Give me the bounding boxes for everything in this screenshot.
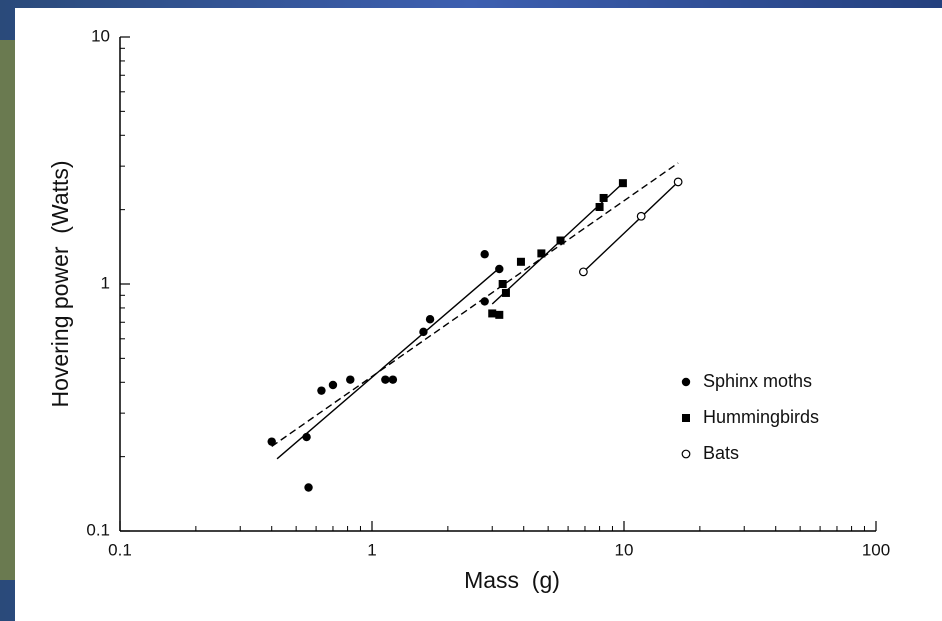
point xyxy=(495,264,504,274)
point xyxy=(302,432,311,442)
point xyxy=(595,202,604,211)
legend-marker xyxy=(682,414,690,422)
point xyxy=(501,288,510,297)
point xyxy=(381,375,390,384)
point xyxy=(673,177,683,187)
fit-line xyxy=(276,267,500,460)
x-tick-label: 10 xyxy=(615,540,634,559)
plot-panel xyxy=(15,8,942,621)
legend-label: Hummingbirds xyxy=(703,407,819,427)
point xyxy=(480,297,489,306)
point xyxy=(346,375,355,384)
legend-marker xyxy=(681,449,691,459)
point xyxy=(636,211,646,221)
y-tick-label: 10 xyxy=(91,26,110,45)
x-tick-label: 1 xyxy=(367,540,376,559)
point xyxy=(599,193,608,202)
point xyxy=(488,309,497,318)
fit-line xyxy=(271,162,679,447)
point xyxy=(388,375,398,384)
point xyxy=(304,483,313,492)
point xyxy=(419,327,428,337)
point xyxy=(537,249,546,258)
legend-label: Sphinx moths xyxy=(703,371,812,391)
side-image xyxy=(0,40,16,580)
point xyxy=(480,250,489,259)
point xyxy=(328,380,338,390)
point xyxy=(495,310,504,319)
point xyxy=(578,267,588,277)
point xyxy=(618,179,627,188)
point xyxy=(425,315,435,324)
point xyxy=(516,257,525,266)
y-tick-label: 0.1 xyxy=(86,520,110,539)
point xyxy=(556,236,565,245)
x-axis-title: Mass (g) xyxy=(464,567,560,593)
point xyxy=(317,386,326,395)
legend-marker xyxy=(681,377,691,387)
fit-line xyxy=(582,181,679,273)
y-axis-title: Hovering power (Watts) xyxy=(47,160,73,407)
point xyxy=(498,280,507,288)
x-tick-label: 100 xyxy=(862,540,890,559)
point xyxy=(267,437,276,446)
x-tick-label: 0.1 xyxy=(108,540,132,559)
y-tick-label: 1 xyxy=(101,273,110,292)
legend-label: Bats xyxy=(703,443,739,463)
